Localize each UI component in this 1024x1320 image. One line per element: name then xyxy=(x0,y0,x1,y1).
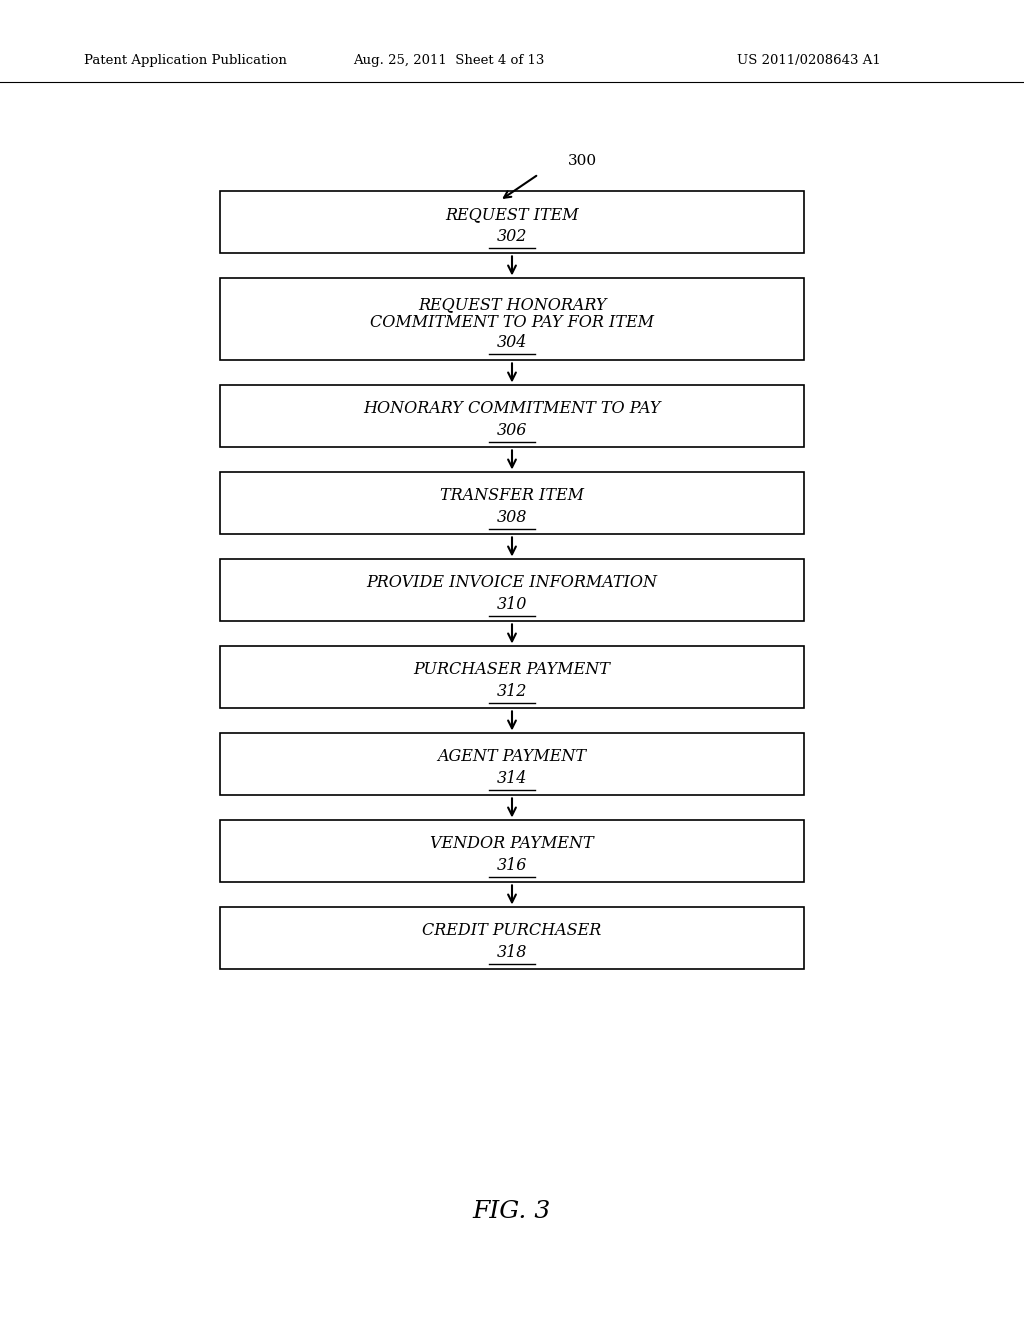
Text: FIG. 3: FIG. 3 xyxy=(473,1200,551,1224)
Bar xyxy=(220,191,804,253)
Text: 316: 316 xyxy=(497,857,527,874)
Text: PROVIDE INVOICE INFORMATION: PROVIDE INVOICE INFORMATION xyxy=(367,574,657,591)
Text: PURCHASER PAYMENT: PURCHASER PAYMENT xyxy=(414,661,610,678)
Text: Patent Application Publication: Patent Application Publication xyxy=(84,54,287,67)
Bar xyxy=(220,907,804,969)
Bar xyxy=(220,473,804,535)
Bar xyxy=(220,385,804,447)
Text: US 2011/0208643 A1: US 2011/0208643 A1 xyxy=(737,54,881,67)
Bar xyxy=(220,734,804,796)
Text: Aug. 25, 2011  Sheet 4 of 13: Aug. 25, 2011 Sheet 4 of 13 xyxy=(353,54,545,67)
Text: 300: 300 xyxy=(568,154,597,168)
Text: HONORARY COMMITMENT TO PAY: HONORARY COMMITMENT TO PAY xyxy=(364,400,660,417)
Text: CREDIT PURCHASER: CREDIT PURCHASER xyxy=(422,921,602,939)
Text: REQUEST HONORARY: REQUEST HONORARY xyxy=(418,296,606,313)
Text: AGENT PAYMENT: AGENT PAYMENT xyxy=(437,748,587,764)
Text: 304: 304 xyxy=(497,334,527,351)
Text: REQUEST ITEM: REQUEST ITEM xyxy=(445,206,579,223)
Bar xyxy=(220,647,804,709)
Bar xyxy=(220,560,804,622)
Text: COMMITMENT TO PAY FOR ITEM: COMMITMENT TO PAY FOR ITEM xyxy=(370,314,654,331)
Bar xyxy=(220,821,804,882)
Bar xyxy=(220,279,804,360)
Text: TRANSFER ITEM: TRANSFER ITEM xyxy=(440,487,584,504)
Text: 306: 306 xyxy=(497,421,527,438)
Text: 312: 312 xyxy=(497,682,527,700)
Text: 318: 318 xyxy=(497,944,527,961)
Text: 302: 302 xyxy=(497,227,527,244)
Text: 314: 314 xyxy=(497,770,527,787)
Text: 308: 308 xyxy=(497,508,527,525)
Text: 310: 310 xyxy=(497,595,527,612)
Text: VENDOR PAYMENT: VENDOR PAYMENT xyxy=(430,834,594,851)
